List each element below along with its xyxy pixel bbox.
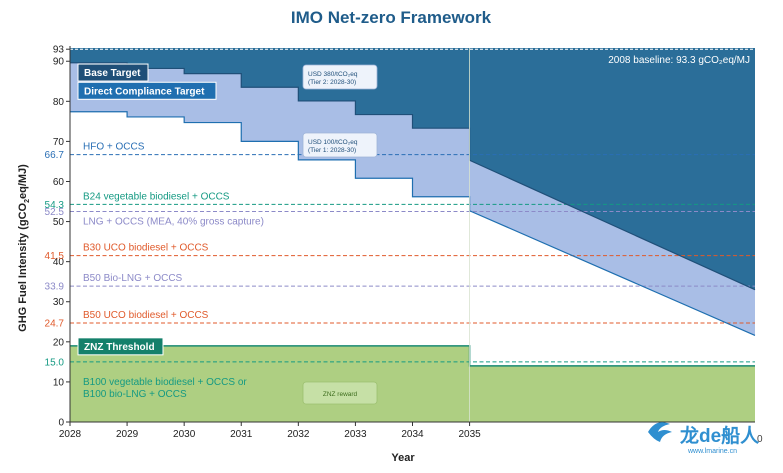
hfo-label: HFO + OCCS <box>83 142 145 153</box>
base-target-line <box>70 62 756 291</box>
y-tick-label: 60 <box>53 177 65 188</box>
chart-title: IMO Net-zero Framework <box>291 8 492 27</box>
x-axis-label: Year <box>391 452 415 464</box>
x-tick-label: 2029 <box>116 429 139 440</box>
watermark-brand: 龙de船人 <box>680 424 760 447</box>
b50-uco-label: B50 UCO biodiesel + OCCS <box>83 310 209 321</box>
baseline-label: 2008 baseline: 93.3 gCO₂eq/MJ <box>608 55 750 66</box>
y-tick-label: 20 <box>53 337 65 348</box>
znz-reward-label: ZNZ reward <box>323 391 358 398</box>
y-special-tick-label: 52.5 <box>45 207 65 218</box>
y-tick-label: 10 <box>53 377 65 388</box>
tier2-price-note-line2: (Tier 2: 2028-30) <box>308 79 356 86</box>
znz-threshold-label: ZNZ Threshold <box>84 342 155 353</box>
base-target-box <box>77 63 149 82</box>
b30-label: B30 UCO biodiesel + OCCS <box>83 243 209 254</box>
y-tick-label: 0 <box>58 418 64 429</box>
x-tick-label: 2030 <box>173 429 196 440</box>
tier1-price-note-line2: (Tier 1: 2028-30) <box>308 147 356 154</box>
chart-axes: 01020304050607080909366.754.352.541.533.… <box>45 45 755 440</box>
znz-region <box>70 345 755 422</box>
series-labels: 2008 baseline: 93.3 gCO₂eq/MJ Base Target… <box>77 55 750 405</box>
y-tick-label: 40 <box>53 257 65 268</box>
tier1-price-note-box <box>302 132 378 158</box>
y-tick-label: 50 <box>53 217 65 228</box>
y-special-tick-label: 66.7 <box>45 150 65 161</box>
tier1-price-note-line1: USD 100/tCO₂eq <box>308 139 358 146</box>
y-special-tick-label: 33.9 <box>45 282 65 293</box>
x-tick-label: 2032 <box>287 429 310 440</box>
b100-label-line1: B100 vegetable biodiesel + OCCS or <box>83 377 247 388</box>
direct-compliance-label: Direct Compliance Target <box>84 86 205 97</box>
watermark-cut-text: 0 <box>757 434 763 445</box>
znz-reward-box <box>302 381 378 405</box>
x-tick-label: 2033 <box>344 429 367 440</box>
base-target-label: Base Target <box>84 68 141 79</box>
y-special-tick-label: 93 <box>53 45 65 56</box>
tier2-region <box>70 48 755 290</box>
lng-label: LNG + OCCS (MEA, 40% gross capture) <box>83 217 264 228</box>
b100-label-line2: B100 bio-LNG + OCCS <box>83 389 187 400</box>
watermark: 龙de船人 0 www.lmarine.cn <box>648 422 763 455</box>
watermark-url: www.lmarine.cn <box>687 448 737 455</box>
x-tick-label: 2035 <box>458 429 481 440</box>
y-tick-label: 80 <box>53 97 65 108</box>
b50-lng-label: B50 Bio-LNG + OCCS <box>83 273 183 284</box>
y-axis-label: GHG Fuel Intensity (gCO2eq/MJ) <box>17 164 31 332</box>
direct-compliance-line <box>70 111 756 336</box>
x-tick-label: 2034 <box>401 429 424 440</box>
tier2-price-note-line1: USD 380/tCO₂eq <box>308 71 358 78</box>
y-special-tick-label: 24.7 <box>45 318 65 329</box>
y-special-tick-label: 41.5 <box>45 251 65 262</box>
direct-compliance-box <box>77 81 217 100</box>
x-tick-label: 2028 <box>59 429 82 440</box>
y-tick-label: 90 <box>53 57 65 68</box>
watermark-logo-icon <box>648 422 672 442</box>
y-tick-label: 30 <box>53 297 65 308</box>
y-special-tick-label: 15.0 <box>45 357 65 368</box>
step-targets <box>70 48 756 422</box>
y-tick-label: 70 <box>53 137 65 148</box>
x-tick-label: 2031 <box>230 429 253 440</box>
b24-label: B24 vegetable biodiesel + OCCS <box>83 191 230 202</box>
znz-threshold-box <box>77 337 164 356</box>
tier2-price-note-box <box>302 64 378 90</box>
reference-lines <box>70 48 755 363</box>
y-special-tick-label: 54.3 <box>45 200 65 211</box>
